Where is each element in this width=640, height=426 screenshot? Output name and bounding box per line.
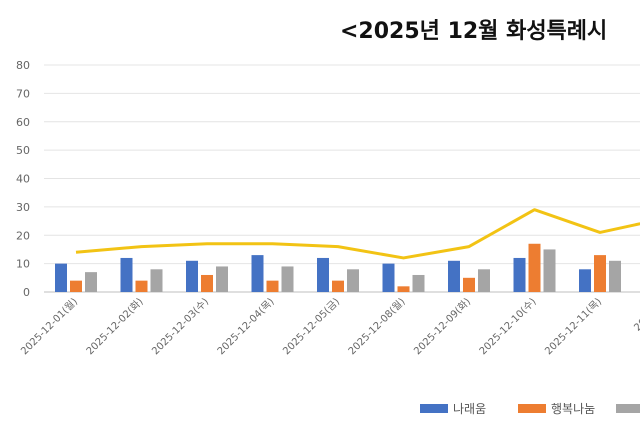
bar	[317, 257, 329, 292]
legend-swatch	[420, 404, 448, 413]
y-tick-label: 60	[16, 116, 30, 129]
legend-swatch	[518, 404, 546, 413]
bar	[513, 257, 526, 292]
bar	[448, 260, 460, 292]
x-tick-label: 2025-12-11(목)	[543, 296, 605, 358]
bar	[55, 263, 67, 292]
bar	[266, 280, 279, 292]
bar	[85, 272, 97, 292]
bar	[347, 269, 359, 292]
x-tick-label: 2025-12-03(수)	[150, 296, 212, 358]
y-tick-label: 50	[16, 144, 30, 157]
x-tick-label: 2025-12-09(화)	[412, 296, 474, 358]
bar	[382, 263, 395, 292]
bar	[579, 269, 591, 292]
x-axis-ticks: 2025-12-01(월) 2025-12-02(화) 2025-12-03(수) 2…	[19, 296, 640, 358]
y-tick-label: 0	[23, 286, 30, 299]
line-series	[75, 208, 640, 260]
bar	[216, 266, 228, 292]
x-tick-label: 2025-12-04(목)	[215, 296, 277, 358]
y-tick-label: 30	[16, 201, 30, 214]
y-tick-label: 10	[16, 258, 30, 271]
bar	[463, 277, 475, 292]
x-tick-label: 2025-12	[632, 296, 640, 333]
bar	[397, 286, 410, 292]
bar	[186, 260, 198, 292]
legend: 나래움 행복나눔	[420, 401, 640, 416]
bar	[594, 255, 606, 292]
gridlines	[44, 64, 640, 293]
bar	[201, 274, 213, 292]
x-tick-label: 2025-12-01(월)	[19, 296, 81, 358]
x-tick-label: 2025-12-08(월)	[346, 296, 408, 358]
bar	[412, 274, 425, 292]
y-axis-ticks: 0 10 20 30 40 50 60 70 80	[16, 59, 30, 299]
bar	[135, 280, 148, 292]
bar	[150, 269, 163, 292]
bar	[478, 269, 490, 292]
x-tick-label: 2025-12-10(수)	[477, 296, 539, 358]
legend-swatch	[616, 404, 640, 413]
bar	[609, 260, 621, 292]
bars	[55, 243, 621, 292]
bar	[543, 249, 556, 292]
y-tick-label: 20	[16, 229, 30, 242]
bar	[70, 280, 82, 292]
legend-label: 행복나눔	[551, 401, 595, 416]
bar	[332, 280, 344, 292]
y-tick-label: 40	[16, 173, 30, 186]
x-tick-label: 2025-12-02(화)	[84, 296, 146, 358]
x-tick-label: 2025-12-05(금)	[281, 296, 343, 358]
bar	[120, 257, 133, 292]
series-line	[75, 208, 640, 260]
chart-title: <2025년 12월 화성특례시	[340, 19, 607, 44]
y-tick-label: 80	[16, 59, 30, 72]
legend-label: 나래움	[453, 402, 486, 416]
bar	[528, 243, 541, 292]
y-tick-label: 70	[16, 87, 30, 100]
bar	[251, 255, 264, 292]
bar	[281, 266, 294, 292]
